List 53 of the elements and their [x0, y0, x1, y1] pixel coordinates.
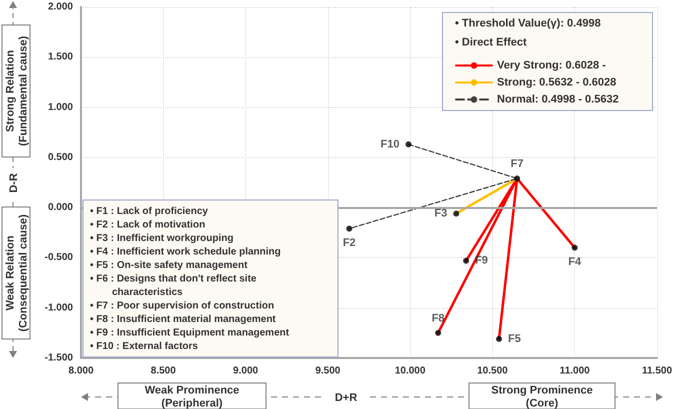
data-label: F3 — [434, 208, 448, 220]
data-label: F5 — [508, 332, 521, 345]
data-label: F10 — [380, 138, 400, 150]
data-label: F9 — [475, 254, 488, 267]
x-tick-label: 8.000 — [68, 366, 94, 376]
y-axis-title: D-R — [8, 173, 20, 193]
y-tick-label: 0.500 — [48, 152, 74, 163]
point — [405, 141, 412, 148]
x-axis-title: D+R — [334, 392, 358, 404]
x-tick-label: 9.500 — [315, 366, 341, 376]
caption-box: Weak Prominence (Peripheral) — [118, 382, 266, 409]
point — [514, 175, 520, 182]
x-tick-label: 11.500 — [642, 366, 672, 376]
x-tick-label: 11.000 — [560, 366, 590, 376]
annotation: • F7 : Poor supervision of construction — [90, 300, 274, 312]
annotation: • F2 : Lack of motivation — [90, 220, 206, 230]
annotation: • F9 : Insufficient Equipment management — [90, 328, 290, 338]
x-tick-label: 8.500 — [150, 366, 176, 376]
y-tick-label: -0.500 — [44, 252, 74, 264]
caption-box: Strong Prominence (Core) — [468, 382, 616, 409]
legend-title: • Direct Effect — [455, 36, 528, 48]
point — [572, 244, 578, 251]
x-tick-label: 10.500 — [477, 366, 508, 376]
annotation: • F5 : On-site safety management — [90, 260, 248, 271]
annotation: • F8 : Insufficient material management — [90, 314, 276, 325]
data-label: F7 — [510, 158, 524, 170]
data-label: F8 — [432, 312, 445, 324]
x-tick-label: 10.000 — [394, 366, 426, 376]
annotation: • F6 : Designs that don't reflect site characteristics — [90, 274, 257, 298]
x-tick-label: 9.000 — [233, 366, 259, 376]
point — [453, 210, 460, 217]
data-label: F2 — [342, 237, 356, 250]
legend-label: Strong: 0.5632 - 0.6028 — [497, 76, 616, 88]
point — [463, 258, 470, 264]
point — [435, 330, 442, 336]
y-tick-label: 0.000 — [48, 202, 74, 214]
y-tick-label: 2.000 — [48, 2, 74, 12]
annotation: • F10 : External factors — [90, 341, 198, 352]
annotation: • F4 : Inefficient work schedule planning — [90, 246, 281, 258]
caption-box: Strong Relation (Fundamental cause) — [2, 24, 30, 158]
data-label: F4 — [568, 256, 582, 268]
annotation: • F3 : Inefficient workgrouping — [90, 233, 234, 244]
caption-box: Weak Relation (Consequential cause) — [2, 206, 30, 340]
annotation: • Threshold Value(γ): 0.4998 — [455, 18, 601, 30]
legend-label: Very Strong: 0.6028 - — [497, 60, 606, 72]
y-tick-label: -1.000 — [44, 302, 74, 314]
legend-label: Normal: 0.4998 - 0.5632 — [497, 94, 619, 106]
y-tick-label: -1.500 — [44, 352, 74, 364]
annotation: • F1 : Lack of proficiency — [90, 206, 208, 217]
y-tick-label: 1.000 — [48, 102, 74, 113]
point — [346, 226, 352, 232]
point — [496, 336, 502, 342]
y-tick-label: 1.500 — [48, 52, 74, 63]
